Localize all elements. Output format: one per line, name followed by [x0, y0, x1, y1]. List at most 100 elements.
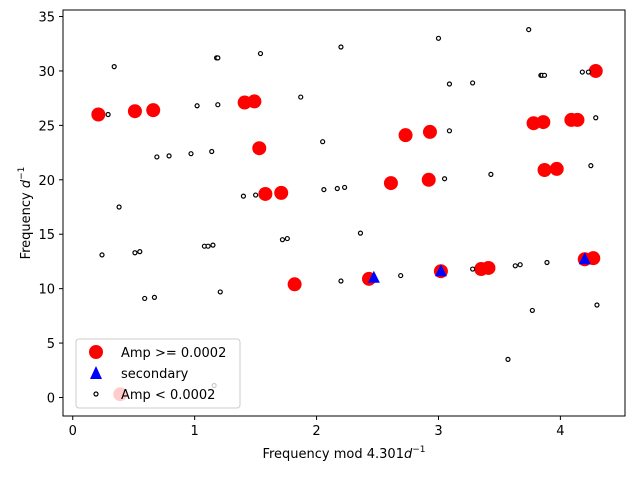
point-amp-low [279, 237, 286, 243]
point-secondary [578, 252, 591, 265]
point-amp-low [142, 295, 148, 302]
x-tick-label: 3 [434, 424, 442, 439]
legend-label-amp-low: Amp < 0.0002 [121, 388, 215, 403]
legend-marker-amp-high [89, 345, 103, 359]
point-amp-low [342, 184, 348, 191]
y-tick-label: 30 [38, 65, 55, 80]
point-amp-low [338, 44, 344, 50]
x-tick-label: 4 [556, 424, 564, 439]
point-amp-high [536, 115, 551, 130]
point-amp-low [298, 94, 304, 100]
point-amp-high [570, 112, 585, 127]
x-axis-ticks: 0 1 2 3 4 [69, 416, 565, 439]
point-amp-low [529, 307, 535, 314]
point-amp-high [127, 104, 142, 119]
point-amp-high [586, 251, 601, 266]
point-amp-low [446, 81, 453, 87]
point-amp-low [594, 302, 600, 308]
point-amp-low [541, 72, 548, 78]
point-amp-low [470, 80, 476, 86]
point-amp-low [526, 26, 532, 33]
point-amp-low [215, 55, 221, 61]
point-amp-high [252, 141, 267, 156]
point-amp-low [132, 250, 138, 256]
point-amp-high [588, 63, 603, 78]
point-amp-low [488, 171, 494, 177]
point-amp-low [588, 163, 594, 169]
point-amp-low [579, 69, 585, 75]
point-amp-low [517, 262, 523, 268]
point-amp-low [154, 154, 160, 160]
y-tick-label: 10 [38, 283, 55, 298]
point-amp-high [274, 185, 289, 200]
x-axis-label: Frequency mod 4.301d−1 [262, 445, 425, 462]
point-amp-high [549, 161, 564, 176]
point-amp-low [512, 263, 518, 269]
y-tick-label: 20 [38, 174, 55, 189]
legend: Amp >= 0.0002 secondary Amp < 0.0002 [75, 338, 241, 409]
point-amp-low [253, 192, 259, 198]
point-amp-high [91, 107, 106, 122]
point-amp-low [105, 111, 111, 118]
point-amp-low [593, 115, 599, 121]
legend-label-amp-high: Amp >= 0.0002 [121, 346, 226, 361]
point-amp-low [209, 148, 215, 155]
point-secondary [367, 270, 380, 283]
x-tick-label: 0 [69, 424, 77, 439]
y-tick-label: 15 [38, 228, 55, 243]
point-amp-low [215, 102, 221, 108]
point-amp-low [585, 69, 592, 75]
point-amp-low [334, 185, 340, 192]
x-tick-label: 2 [312, 424, 320, 439]
legend-marker-secondary [90, 366, 102, 379]
point-amp-low [111, 64, 117, 70]
point-amp-low [544, 259, 550, 266]
point-amp-low [257, 50, 264, 57]
point-amp-high [383, 176, 398, 191]
point-amp-high [422, 124, 437, 139]
plot-frame [62, 9, 626, 417]
point-amp-low [166, 153, 172, 159]
point-amp-low [188, 151, 194, 157]
point-amp-low [435, 35, 442, 41]
y-axis-ticks: 0 5 10 15 20 25 30 35 [38, 11, 63, 406]
point-amp-low [284, 235, 290, 242]
point-amp-high [287, 277, 302, 292]
x-tick-label: 1 [191, 424, 199, 439]
point-amp-high [258, 186, 273, 201]
point-amp-high [398, 128, 413, 143]
point-amp-low [217, 289, 223, 295]
point-amp-low [151, 294, 158, 300]
y-tick-label: 0 [47, 391, 55, 406]
point-amp-high [421, 172, 436, 187]
point-amp-low [116, 204, 122, 210]
point-amp-low [441, 176, 448, 182]
point-amp-low [240, 193, 247, 199]
legend-marker-amp-low [93, 391, 99, 397]
data-marks [91, 26, 603, 402]
y-tick-label: 5 [47, 337, 55, 352]
point-amp-low [321, 186, 327, 193]
point-amp-low [398, 272, 404, 279]
point-amp-low [505, 356, 511, 362]
point-amp-low [99, 252, 105, 258]
point-amp-low [338, 278, 344, 284]
point-amp-low [470, 266, 476, 272]
point-amp-low [357, 230, 364, 236]
y-tick-label: 35 [38, 11, 55, 26]
point-amp-low [446, 128, 453, 134]
legend-box [75, 338, 241, 409]
legend-label-secondary: secondary [121, 367, 189, 382]
point-amp-low [194, 103, 200, 109]
point-amp-high [537, 163, 552, 178]
point-amp-high [146, 103, 161, 118]
point-amp-low [320, 139, 326, 145]
point-secondary [434, 264, 447, 277]
y-tick-label: 25 [38, 119, 55, 134]
point-amp-low [205, 243, 211, 249]
point-amp-high [247, 94, 262, 109]
y-axis-label: Frequency d−1 [17, 167, 34, 260]
point-amp-low [137, 249, 143, 255]
point-amp-low [210, 242, 216, 248]
